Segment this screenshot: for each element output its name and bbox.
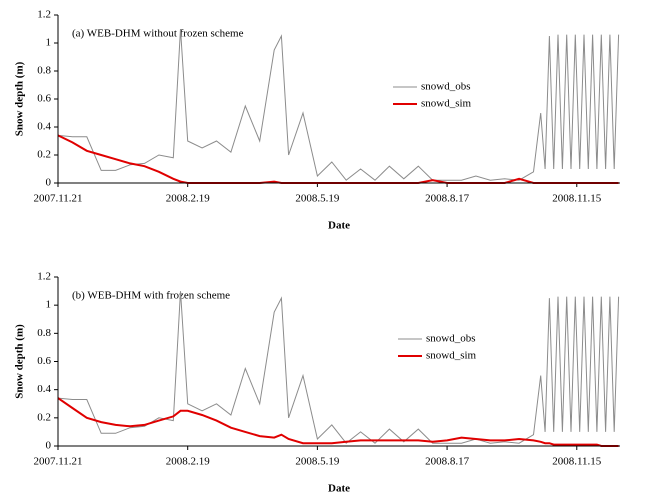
series-line bbox=[57, 397, 619, 447]
legend-label: snowd_sim bbox=[426, 350, 477, 362]
x-tick-label: 2008.8.17 bbox=[425, 456, 470, 468]
y-tick-label: 0 bbox=[46, 177, 52, 189]
y-axis-label: Snow depth (m) bbox=[14, 324, 26, 399]
legend-label: snowd_obs bbox=[421, 81, 471, 93]
y-tick-label: 0.6 bbox=[37, 93, 51, 105]
x-axis-label: Date bbox=[328, 220, 350, 232]
x-tick-label: 2007.11.21 bbox=[33, 456, 82, 468]
x-tick-label: 2008.11.15 bbox=[552, 456, 602, 468]
x-tick-label: 2008.5.19 bbox=[295, 193, 340, 205]
y-tick-label: 1 bbox=[46, 37, 52, 49]
y-tick-label: 0.8 bbox=[37, 327, 51, 339]
legend-label: snowd_obs bbox=[426, 333, 476, 345]
y-axis-label: Snow depth (m) bbox=[14, 61, 26, 136]
y-tick-label: 0.2 bbox=[37, 411, 51, 423]
panel-title: (a) WEB-DHM without frozen scheme bbox=[72, 28, 244, 40]
y-tick-label: 0.8 bbox=[37, 65, 51, 77]
legend-label: snowd_sim bbox=[421, 98, 472, 110]
x-tick-label: 2008.8.17 bbox=[425, 193, 470, 205]
y-tick-label: 1.2 bbox=[37, 9, 51, 21]
x-axis-label: Date bbox=[328, 483, 350, 495]
series-line bbox=[57, 134, 619, 184]
y-tick-label: 1.2 bbox=[37, 271, 51, 283]
y-tick-label: 0.4 bbox=[37, 121, 51, 133]
x-tick-label: 2007.11.21 bbox=[33, 193, 82, 205]
y-tick-label: 0.2 bbox=[37, 149, 51, 161]
y-tick-label: 0.4 bbox=[37, 383, 51, 395]
panel-title: (b) WEB-DHM with frozen scheme bbox=[72, 290, 230, 302]
x-tick-label: 2008.2.19 bbox=[166, 456, 211, 468]
y-tick-label: 1 bbox=[46, 299, 52, 311]
x-tick-label: 2008.2.19 bbox=[166, 193, 211, 205]
x-tick-label: 2008.11.15 bbox=[552, 193, 602, 205]
series-line bbox=[57, 28, 620, 181]
series-line bbox=[57, 291, 620, 444]
x-tick-label: 2008.5.19 bbox=[295, 456, 340, 468]
y-tick-label: 0 bbox=[46, 440, 52, 452]
y-tick-label: 0.6 bbox=[37, 355, 51, 367]
